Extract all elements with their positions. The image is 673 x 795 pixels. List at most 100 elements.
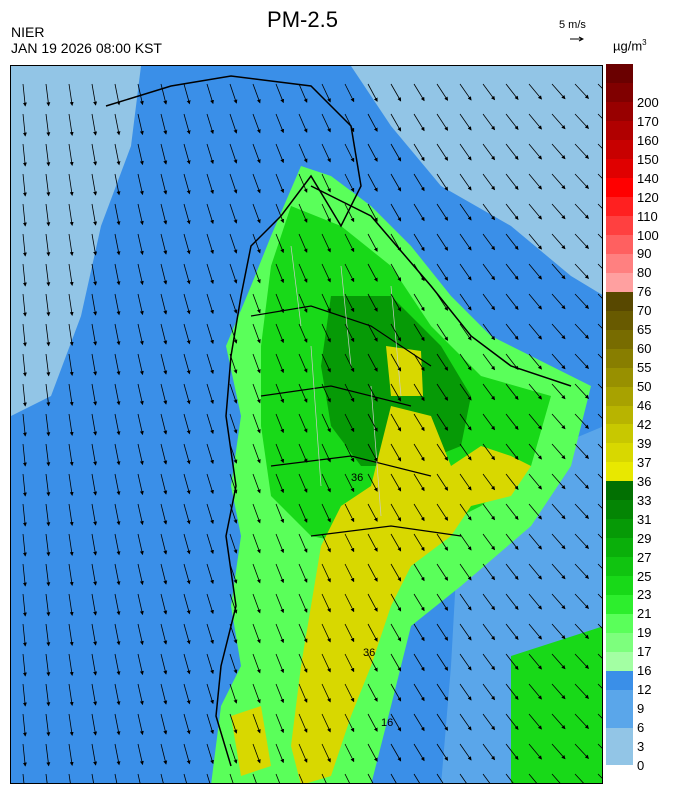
legend-swatch xyxy=(606,689,633,709)
wind-arrow-icon xyxy=(160,113,168,135)
legend-swatch xyxy=(606,537,633,558)
wind-arrow-icon xyxy=(597,503,602,509)
legend-label: 200 xyxy=(637,94,659,110)
legend-label: 55 xyxy=(637,360,652,376)
wind-arrow-icon xyxy=(436,713,449,731)
legend-label: 17 xyxy=(637,644,652,660)
wind-arrow-icon xyxy=(321,533,331,553)
legend-label: 21 xyxy=(637,606,652,622)
sea-area-east-low xyxy=(351,66,602,295)
legend-swatch xyxy=(606,556,633,577)
wind-arrow-icon xyxy=(298,353,308,373)
wind-arrow-icon xyxy=(597,263,602,269)
wind-arrow-icon xyxy=(551,503,566,520)
wind-arrow-icon xyxy=(298,323,308,343)
wind-arrow-icon xyxy=(114,83,121,106)
wind-arrow-icon xyxy=(68,503,74,527)
wind-arrow-icon xyxy=(22,473,27,497)
wind-arrow-icon xyxy=(91,413,98,436)
wind-arrow-icon xyxy=(137,563,144,586)
wind-arrow-icon xyxy=(505,263,519,280)
unit-text: µg/m xyxy=(613,38,643,54)
wind-arrow-icon xyxy=(436,773,444,783)
wind-arrow-icon xyxy=(252,743,261,764)
wind-arrow-icon xyxy=(528,773,538,783)
wind-arrow-icon xyxy=(344,353,355,373)
wind-arrow-icon xyxy=(45,743,51,767)
wind-arrow-icon xyxy=(528,263,542,280)
wind-arrow-icon xyxy=(22,113,27,137)
wind-arrow-icon xyxy=(436,653,449,671)
wind-arrow-icon xyxy=(505,623,519,640)
legend-swatch xyxy=(606,291,633,311)
wind-arrow-icon xyxy=(344,653,355,673)
wind-arrow-icon xyxy=(367,353,378,372)
legend-label: 39 xyxy=(637,435,652,451)
wind-arrow-icon xyxy=(528,113,542,130)
wind-arrow-icon xyxy=(482,743,496,761)
wind-arrow-icon xyxy=(505,443,519,460)
wind-arrow-icon xyxy=(91,293,98,316)
legend-swatch xyxy=(606,139,633,160)
pm25-concentration-map[interactable]: 36 36 16 xyxy=(10,65,603,784)
district-boundaries xyxy=(290,245,402,517)
wind-arrow-icon xyxy=(252,143,261,164)
wind-arrow-icon xyxy=(298,773,304,783)
wind-arrow-icon xyxy=(206,203,214,225)
legend-swatch xyxy=(606,442,633,463)
wind-arrow-icon xyxy=(413,293,425,312)
wind-arrow-icon xyxy=(275,413,285,434)
wind-arrow-icon xyxy=(252,443,261,464)
wind-arrow-icon xyxy=(298,533,308,553)
agency-label: NIER xyxy=(11,24,45,40)
wind-arrow-icon xyxy=(68,323,74,347)
wind-arrow-icon xyxy=(551,593,566,610)
wind-arrow-icon xyxy=(390,143,402,162)
wind-arrow-icon xyxy=(114,353,121,376)
wind-arrow-icon xyxy=(252,413,261,434)
wind-arrow-icon xyxy=(68,233,74,257)
wind-arrow-icon xyxy=(22,623,27,647)
wind-arrow-icon xyxy=(160,83,168,105)
legend-swatch xyxy=(606,82,633,103)
wind-arrow-icon xyxy=(68,203,74,227)
legend-label: 76 xyxy=(637,284,652,300)
wind-arrow-icon xyxy=(91,683,98,706)
wind-arrow-icon xyxy=(574,263,589,279)
wind-arrow-icon xyxy=(482,623,496,641)
wind-arrow-icon xyxy=(45,173,51,197)
wind-arrow-icon xyxy=(275,263,285,284)
legend-label: 150 xyxy=(637,151,659,167)
wind-arrow-icon xyxy=(344,503,355,523)
wind-arrow-icon xyxy=(229,473,238,494)
wind-arrow-icon xyxy=(22,413,27,437)
wind-arrow-icon xyxy=(137,383,144,406)
wind-arrow-icon xyxy=(91,383,98,406)
wind-arrow-icon xyxy=(45,773,48,783)
wind-arrow-icon xyxy=(482,263,496,281)
wind-arrow-icon xyxy=(390,683,402,702)
wind-arrow-icon xyxy=(137,623,144,646)
wind-arrow-icon xyxy=(551,83,566,100)
wind-arrow-icon xyxy=(91,473,98,496)
wind-arrow-icon xyxy=(68,593,74,617)
wind-arrow-icon xyxy=(275,713,285,734)
wind-arrow-icon xyxy=(45,413,51,437)
legend-swatch xyxy=(606,101,633,122)
wind-arrow-icon xyxy=(505,203,519,220)
wind-arrow-icon xyxy=(413,473,425,492)
wind-arrow-icon xyxy=(436,503,449,521)
wind-arrow-icon xyxy=(206,473,214,495)
wind-arrow-icon xyxy=(183,653,191,675)
wind-arrow-icon xyxy=(183,683,191,705)
wind-arrow-icon xyxy=(367,413,378,432)
wind-arrow-icon xyxy=(413,653,425,672)
wind-arrow-icon xyxy=(91,323,98,346)
wind-arrow-icon xyxy=(229,743,238,764)
wind-arrow-icon xyxy=(321,503,331,523)
wind-arrow-icon xyxy=(574,563,589,579)
wind-arrow-icon xyxy=(551,743,566,760)
wind-arrow-icon xyxy=(22,443,27,467)
wind-arrow-icon xyxy=(252,113,261,134)
wind-arrow-icon xyxy=(45,593,51,617)
